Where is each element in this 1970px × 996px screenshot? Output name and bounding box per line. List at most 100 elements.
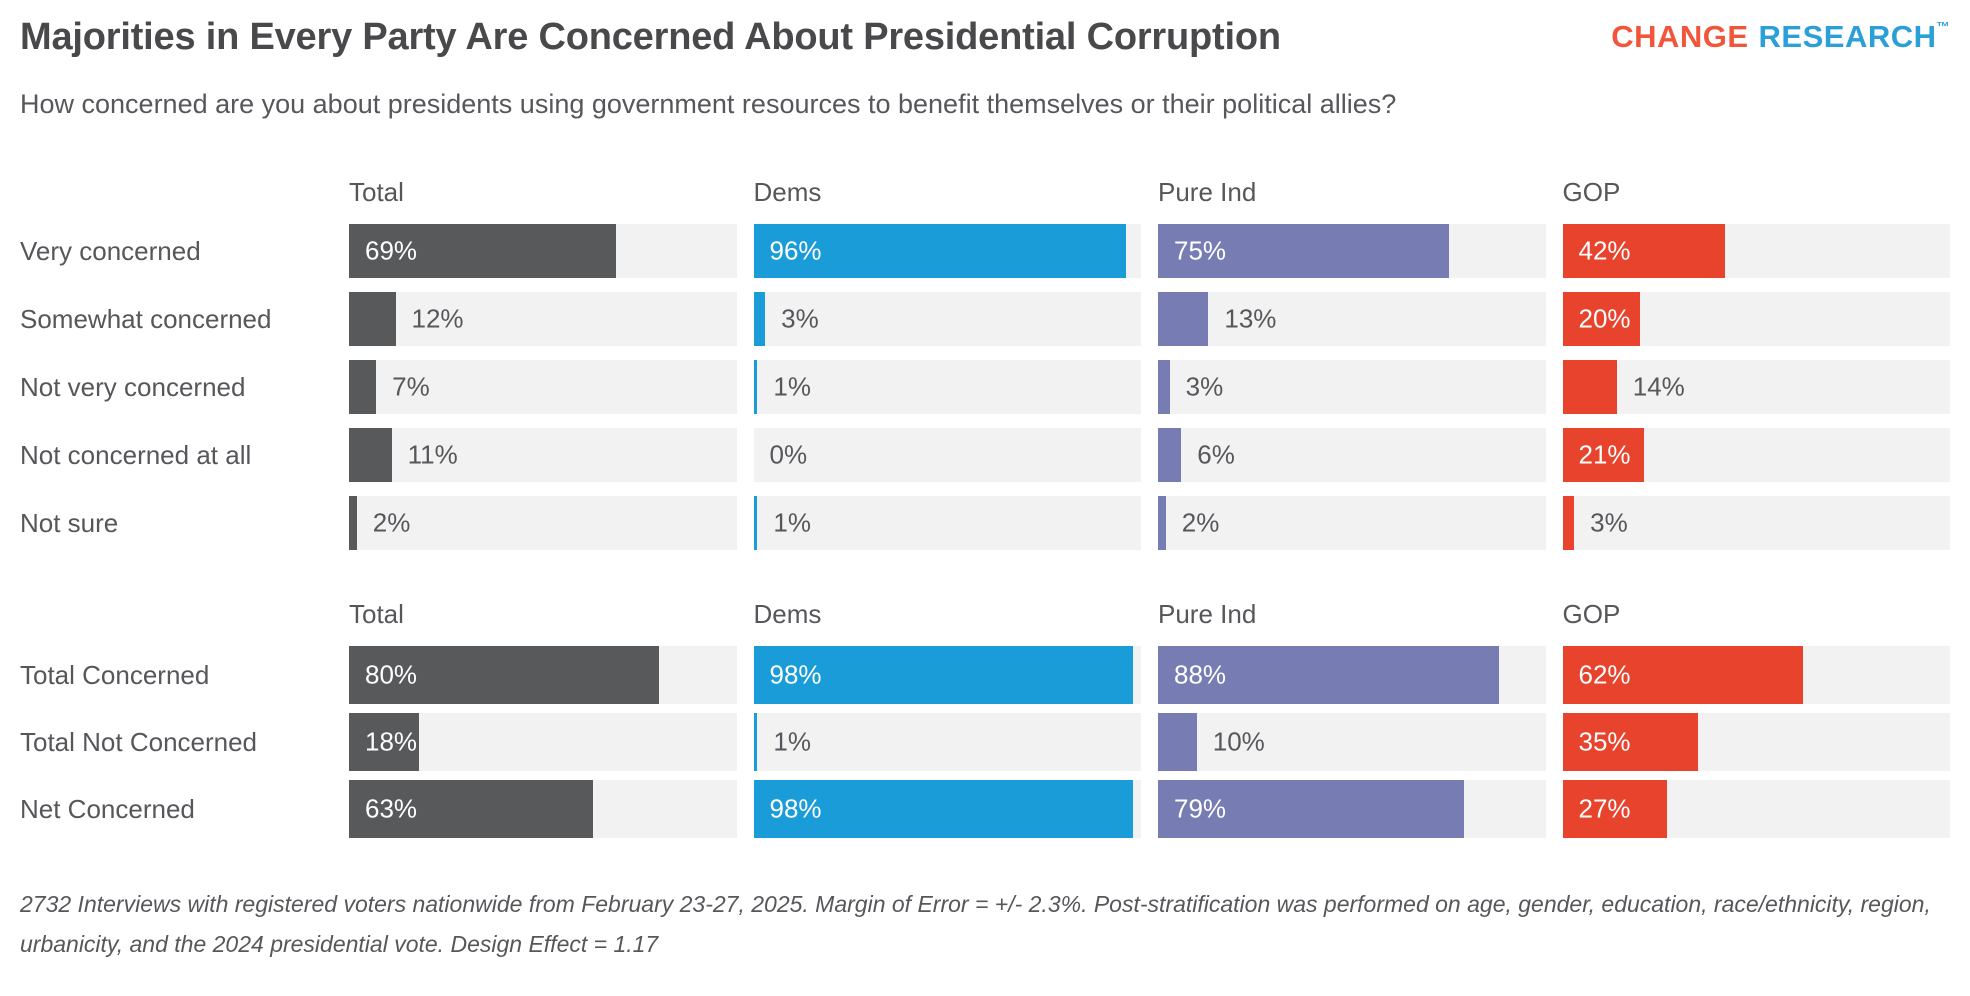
bar-value: 63% bbox=[365, 793, 418, 824]
bar-track-gop: 62% bbox=[1562, 646, 1950, 704]
bar-track-dems: 1% bbox=[753, 713, 1141, 771]
bar-value: 62% bbox=[1578, 659, 1631, 690]
bar-track-dems: 1% bbox=[753, 496, 1141, 550]
bar-dems bbox=[753, 224, 1126, 278]
bar-dems bbox=[753, 292, 766, 346]
bar-pure-ind bbox=[1158, 224, 1449, 278]
bar-value: 27% bbox=[1578, 793, 1631, 824]
bar-value: 80% bbox=[365, 659, 418, 690]
bar-track-total: 69% bbox=[349, 224, 737, 278]
row-label: Total Not Concerned bbox=[20, 726, 258, 757]
bar-value: 7% bbox=[392, 371, 430, 402]
row-label: Not concerned at all bbox=[20, 439, 252, 470]
bar-track-gop: 42% bbox=[1562, 224, 1950, 278]
bar-track-dems: 3% bbox=[753, 292, 1141, 346]
bar-value: 3% bbox=[1185, 371, 1224, 402]
chart-row-not-sure: Not sure 2% 1% 2% 3% bbox=[20, 496, 1950, 550]
bar-track-gop: 21% bbox=[1562, 428, 1950, 482]
column-header-dems: Dems bbox=[753, 177, 822, 207]
bar-pure-ind bbox=[1158, 428, 1182, 482]
bar-gop bbox=[1562, 360, 1617, 414]
methodology-footnote: 2732 Interviews with registered voters n… bbox=[20, 891, 1931, 957]
bar-track-dems: 98% bbox=[753, 780, 1141, 838]
chart-row-not-very-concerned: Not very concerned 7% 1% 3% 14% bbox=[20, 360, 1950, 414]
bar-track-pure-ind: 10% bbox=[1158, 713, 1546, 771]
bar-dems bbox=[753, 646, 1134, 704]
bar-value: 3% bbox=[1590, 507, 1628, 538]
bar-track-pure-ind: 13% bbox=[1158, 292, 1546, 346]
bar-total bbox=[349, 646, 659, 704]
bar-gop bbox=[1562, 646, 1803, 704]
row-label: Very concerned bbox=[20, 235, 201, 266]
bar-track-total: 7% bbox=[349, 360, 737, 414]
bar-value: 98% bbox=[769, 793, 822, 824]
bar-track-pure-ind: 2% bbox=[1158, 496, 1546, 550]
bar-pure-ind bbox=[1158, 292, 1209, 346]
bar-gop bbox=[1562, 496, 1575, 550]
column-header-total: Total bbox=[349, 599, 404, 629]
bar-track-pure-ind: 88% bbox=[1158, 646, 1546, 704]
bar-track-total: 11% bbox=[349, 428, 737, 482]
bar-track-gop: 20% bbox=[1562, 292, 1950, 346]
column-headers: Total Dems Pure Ind GOP bbox=[20, 598, 1950, 630]
bar-value: 10% bbox=[1212, 726, 1265, 757]
bar-value: 79% bbox=[1174, 793, 1227, 824]
bar-track-pure-ind: 75% bbox=[1158, 224, 1546, 278]
page-title: Majorities in Every Party Are Concerned … bbox=[20, 16, 1281, 58]
bar-value: 35% bbox=[1578, 726, 1631, 757]
bar-total bbox=[349, 292, 396, 346]
row-label: Somewhat concerned bbox=[20, 303, 272, 334]
bar-pure-ind bbox=[1158, 780, 1465, 838]
bar-pure-ind bbox=[1158, 646, 1499, 704]
logo-trademark-icon: ™ bbox=[1936, 19, 1950, 34]
bar-track-total: 18% bbox=[349, 713, 737, 771]
bar-value: 2% bbox=[1181, 507, 1220, 538]
bar-track-pure-ind: 79% bbox=[1158, 780, 1546, 838]
bar-value: 69% bbox=[365, 235, 418, 266]
bar-track-dems: 0% bbox=[753, 428, 1141, 482]
bar-track-gop: 3% bbox=[1562, 496, 1950, 550]
bar-pure-ind bbox=[1158, 713, 1197, 771]
chart-row-total-not-concerned: Total Not Concerned 18% 1% 10% 35% bbox=[20, 713, 1950, 771]
bar-track-pure-ind: 6% bbox=[1158, 428, 1546, 482]
column-header-gop: GOP bbox=[1562, 177, 1621, 207]
bar-value: 11% bbox=[407, 439, 458, 470]
bar-dems bbox=[753, 780, 1134, 838]
row-label: Not very concerned bbox=[20, 371, 246, 402]
chart-row-not-concerned-at-all: Not concerned at all 11% 0% 6% 21% bbox=[20, 428, 1950, 482]
chart-section-concern-levels: Total Dems Pure Ind GOP Very concerned 69% 96%… bbox=[20, 176, 1950, 550]
bar-gop bbox=[1562, 713, 1699, 771]
bar-track-gop: 14% bbox=[1562, 360, 1950, 414]
bar-gop bbox=[1562, 224, 1726, 278]
bar-total bbox=[349, 224, 617, 278]
bar-value: 1% bbox=[773, 726, 811, 757]
row-label: Not sure bbox=[20, 507, 119, 538]
bar-total bbox=[349, 496, 357, 550]
bar-value: 6% bbox=[1197, 439, 1235, 470]
bar-total bbox=[349, 780, 594, 838]
charts-container: Total Dems Pure Ind GOP Very concerned 69% 96%… bbox=[20, 176, 1950, 838]
bar-track-total: 2% bbox=[349, 496, 737, 550]
bar-track-total: 63% bbox=[349, 780, 737, 838]
bar-track-total: 12% bbox=[349, 292, 737, 346]
column-header-total: Total bbox=[349, 177, 404, 207]
bar-dems bbox=[753, 496, 758, 550]
column-header-gop: GOP bbox=[1562, 599, 1621, 629]
row-label: Total Concerned bbox=[20, 659, 210, 690]
chart-row-somewhat-concerned: Somewhat concerned 12% 3% 13% 20% bbox=[20, 292, 1950, 346]
bar-gop bbox=[1562, 292, 1640, 346]
bar-track-dems: 98% bbox=[753, 646, 1141, 704]
chart-section-concern-summary: Total Dems Pure Ind GOP Total Concerned 80% 98… bbox=[20, 598, 1950, 838]
column-headers: Total Dems Pure Ind GOP bbox=[20, 176, 1950, 208]
survey-question: How concerned are you about presidents u… bbox=[20, 89, 1397, 119]
bar-value: 18% bbox=[365, 726, 418, 757]
bar-value: 98% bbox=[769, 659, 822, 690]
bar-value: 0% bbox=[769, 439, 808, 470]
bar-total bbox=[349, 360, 377, 414]
bar-value: 42% bbox=[1578, 235, 1631, 266]
bar-total bbox=[349, 713, 419, 771]
column-header-pure-ind: Pure Ind bbox=[1158, 177, 1257, 207]
bar-value: 96% bbox=[769, 235, 822, 266]
bar-gop bbox=[1562, 780, 1668, 838]
change-research-logo: CHANGE RESEARCH™ bbox=[1611, 19, 1950, 55]
